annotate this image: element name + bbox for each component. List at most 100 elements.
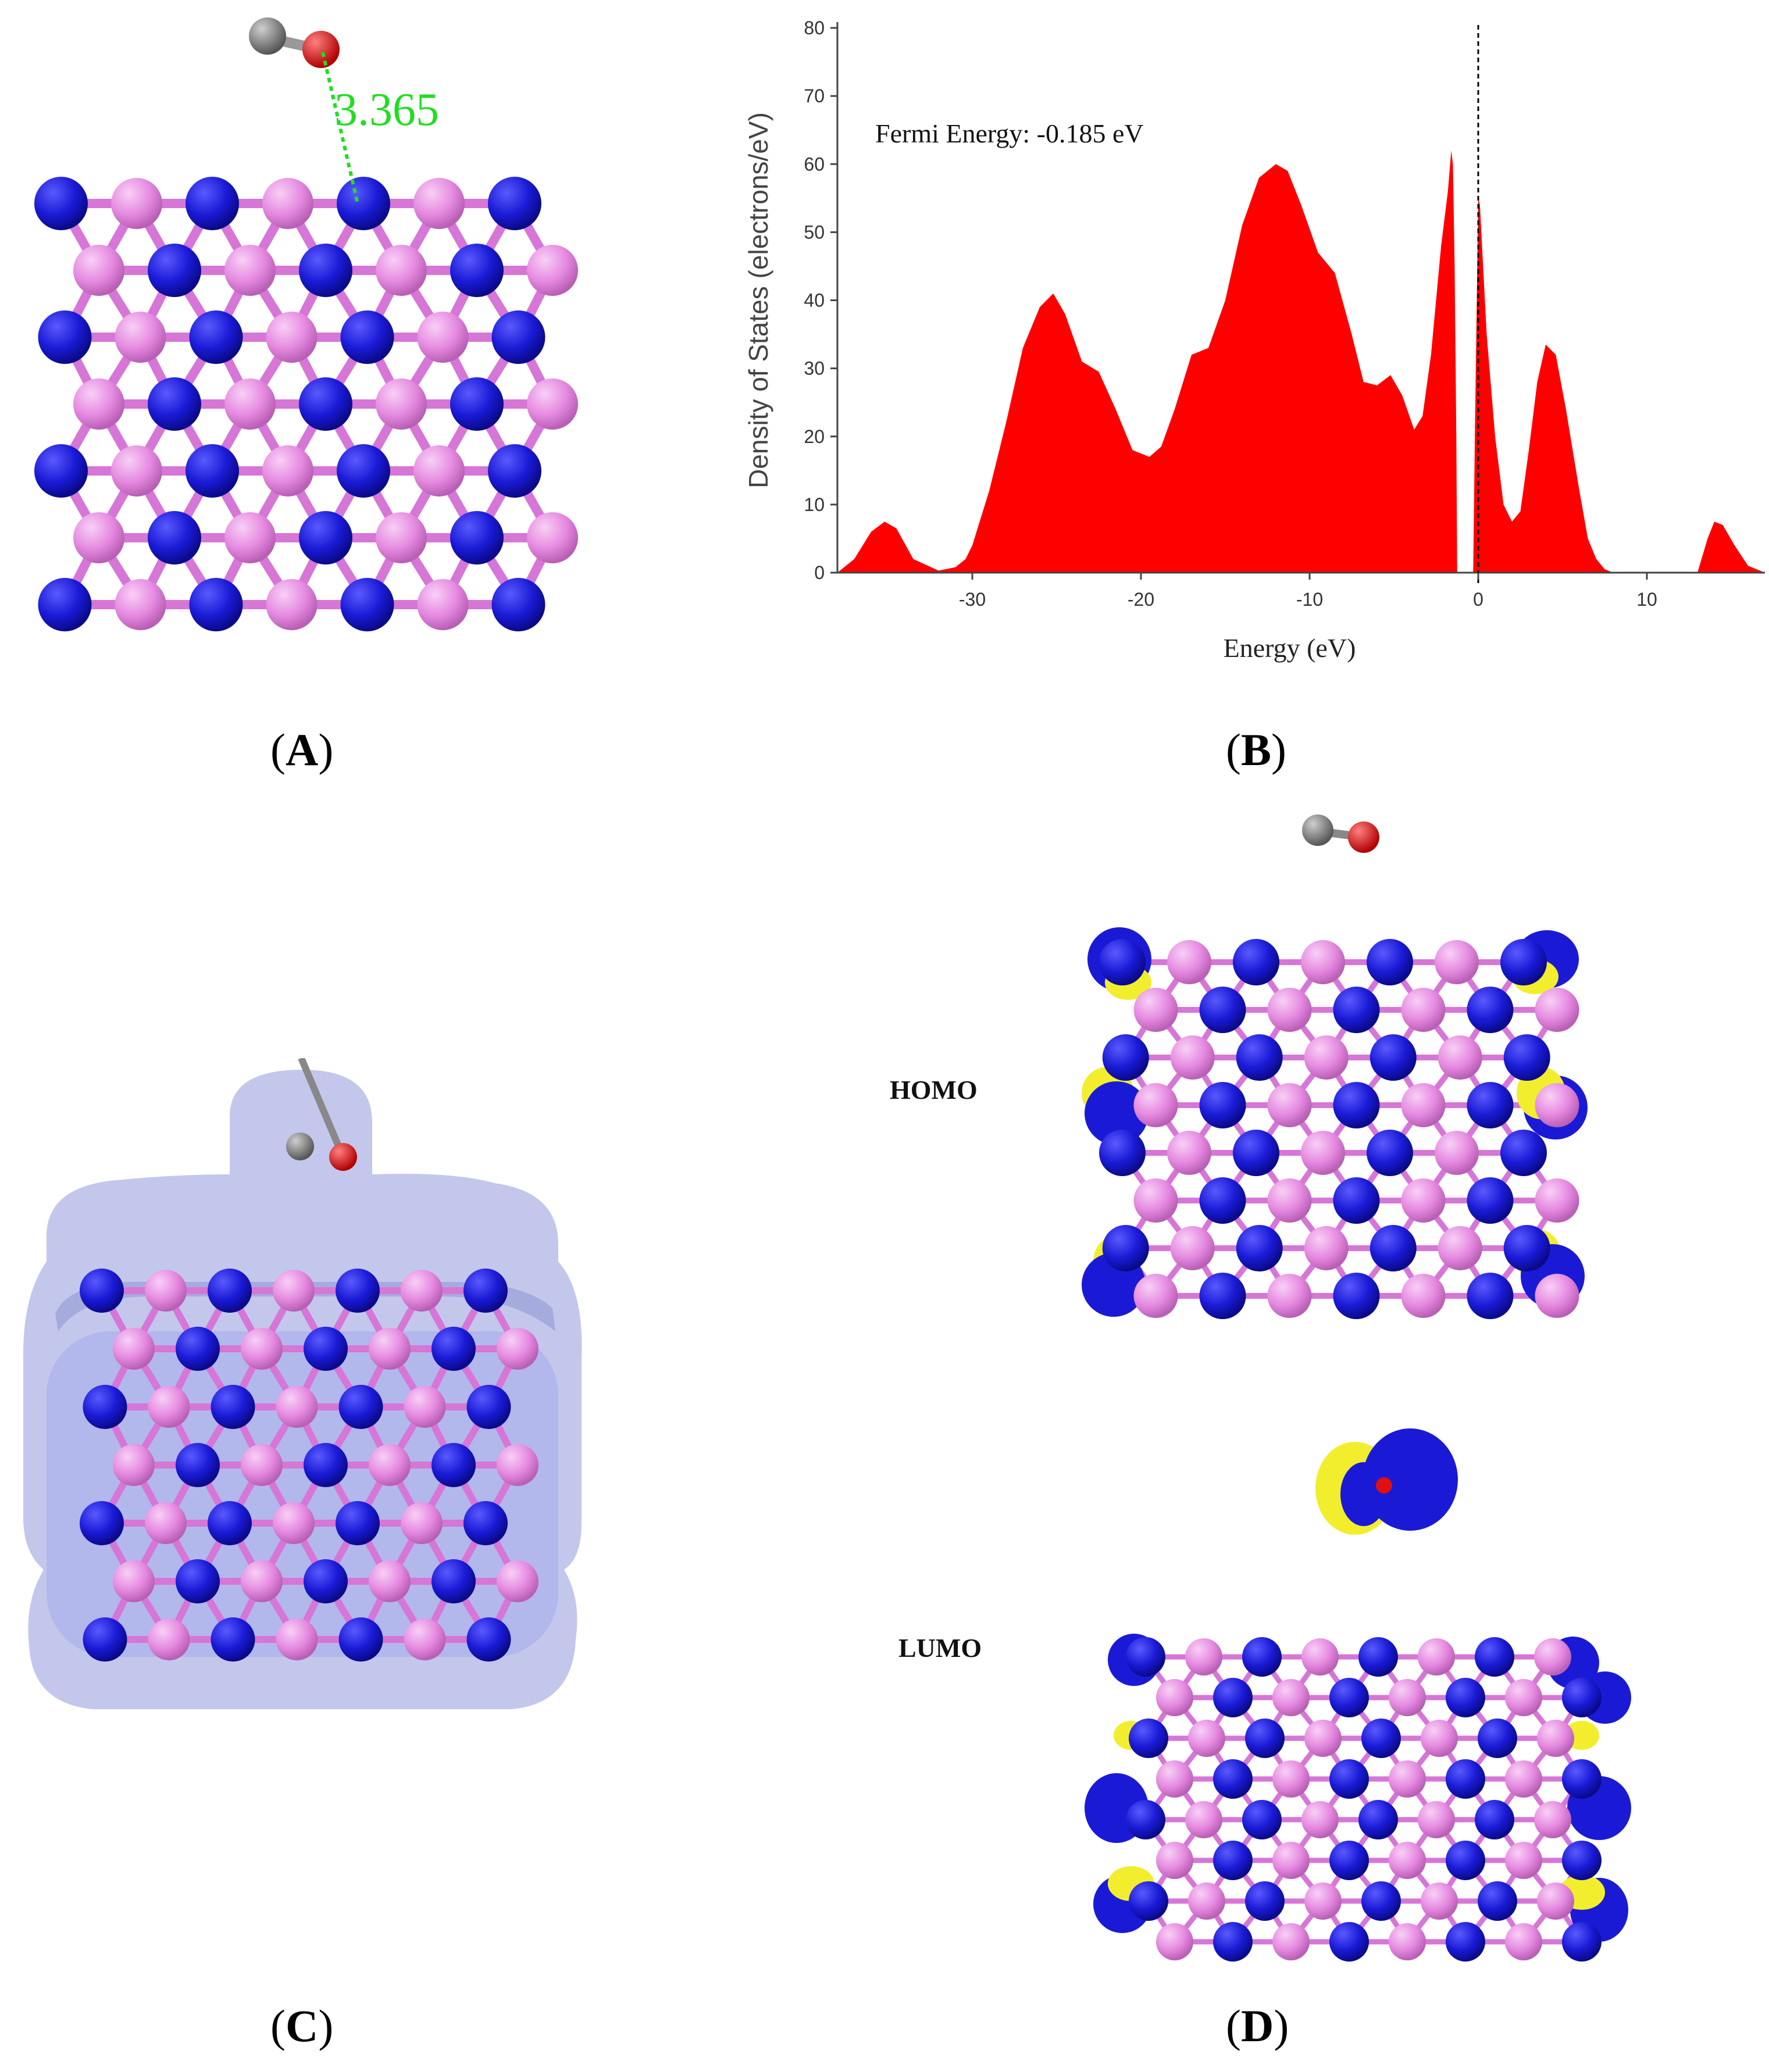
lumo-label: LUMO [898,1633,982,1663]
nitrogen-atom [1099,939,1146,985]
boron-atom [273,1502,315,1544]
nitrogen-atom [148,511,201,565]
boron-atom [497,1560,538,1602]
nitrogen-atom [1503,1034,1550,1081]
boron-atom [1438,1226,1482,1270]
boron-atom [1272,1679,1310,1716]
y-tick-label: 10 [804,494,825,515]
boron-atom [1188,1720,1225,1757]
boron-atom [527,378,578,430]
boron-atom [1537,1882,1574,1920]
nitrogen-atom [491,310,545,364]
nitrogen-atom [304,1327,348,1371]
boron-atom [1537,1720,1574,1757]
boron-atom [262,178,313,229]
boron-atom [1534,1638,1571,1676]
boron-atom [276,1386,318,1428]
nitrogen-atom [1233,939,1279,985]
nitrogen-atom [1242,1800,1282,1839]
nitrogen-atom [1126,1637,1165,1677]
nitrogen-atom [1467,1273,1514,1319]
boron-atom [376,512,427,563]
boron-atom [145,1502,187,1544]
boron-atom [1156,1679,1193,1716]
nitrogen-atom [466,1385,511,1429]
dos-area-series [837,150,1765,573]
y-tick-label: 0 [814,562,825,583]
nitrogen-atom [336,1501,380,1545]
boron-atom [1505,1679,1542,1716]
nitrogen-atom [1467,987,1514,1033]
boron-atom [115,312,166,363]
carbon-atom [1302,814,1333,846]
boron-atom [1418,1801,1455,1838]
boron-atom [1304,1882,1342,1920]
boron-atom [1535,1083,1579,1127]
x-tick-label: -10 [1296,589,1323,610]
boron-atom [1389,1842,1426,1879]
nitrogen-atom [1503,1225,1550,1271]
nitrogen-atom [1213,1759,1253,1799]
nitrogen-atom [340,310,394,364]
boron-atom [241,1560,283,1602]
y-axis-label: Density of States (electrons/eV) [743,112,773,488]
nitrogen-atom [34,177,88,230]
nitrogen-atom [488,444,541,498]
nitrogen-atom [1213,1841,1253,1880]
boron-atom [1167,1131,1211,1175]
panel-c-label: (C) [270,2000,334,2051]
oxygen-atom [302,31,340,68]
nitrogen-atom [1329,1922,1369,1962]
boron-atom [1435,940,1479,984]
nitrogen-atom [1329,1678,1369,1717]
boron-atom [1133,988,1178,1032]
nitrogen-atom [1446,1922,1485,1962]
boron-atom [404,1619,446,1660]
lumo-orbital-lattice [1085,1634,1631,1962]
boron-atom [1421,1720,1458,1757]
nitrogen-atom [1467,1177,1514,1224]
boron-atom [1170,1226,1215,1270]
boron-atom [145,1270,187,1312]
boron-atom [1304,1720,1342,1757]
boron-atom [1133,1083,1178,1127]
nitrogen-atom [304,1443,348,1487]
boron-atom [1301,1801,1339,1838]
boron-atom [497,1444,538,1486]
carbon-atom [249,17,286,55]
nitrogen-atom [211,1385,255,1429]
y-tick-label: 70 [804,85,825,106]
boron-atom [417,312,469,363]
nitrogen-atom [211,1617,255,1662]
nitrogen-atom [34,444,88,498]
nitrogen-atom [1369,1225,1417,1271]
nitrogen-atom [1358,1800,1398,1839]
boron-atom [224,245,276,296]
boron-atom [1301,1131,1345,1175]
nitrogen-atom [337,444,390,498]
fermi-energy-annotation: Fermi Energy: -0.185 eV [875,119,1144,148]
boron-atom [404,1386,446,1428]
y-tick-label: 50 [804,222,825,242]
nitrogen-atom [1333,1177,1380,1224]
nitrogen-atom [450,244,504,297]
nitrogen-atom [186,444,239,498]
nitrogen-atom [176,1443,220,1487]
nitrogen-atom [38,578,92,631]
panel-b-label: (B) [1226,724,1286,775]
nitrogen-atom [1358,1637,1398,1677]
boron-atom [1304,1035,1349,1080]
nitrogen-atom [148,377,201,431]
nitrogen-atom [1500,1130,1547,1176]
boron-atom [1535,1274,1579,1318]
nitrogen-atom [1129,1881,1168,1921]
nitrogen-atom [338,1617,383,1662]
boron-atom [1418,1638,1455,1676]
nitrogen-atom [1562,1922,1602,1962]
boron-atom [73,512,124,563]
boron-atom [73,378,124,430]
boron-atom [1401,1274,1446,1318]
y-tick-label: 30 [804,358,825,379]
nitrogen-atom [1213,1678,1253,1717]
y-tick-label: 40 [804,290,825,311]
